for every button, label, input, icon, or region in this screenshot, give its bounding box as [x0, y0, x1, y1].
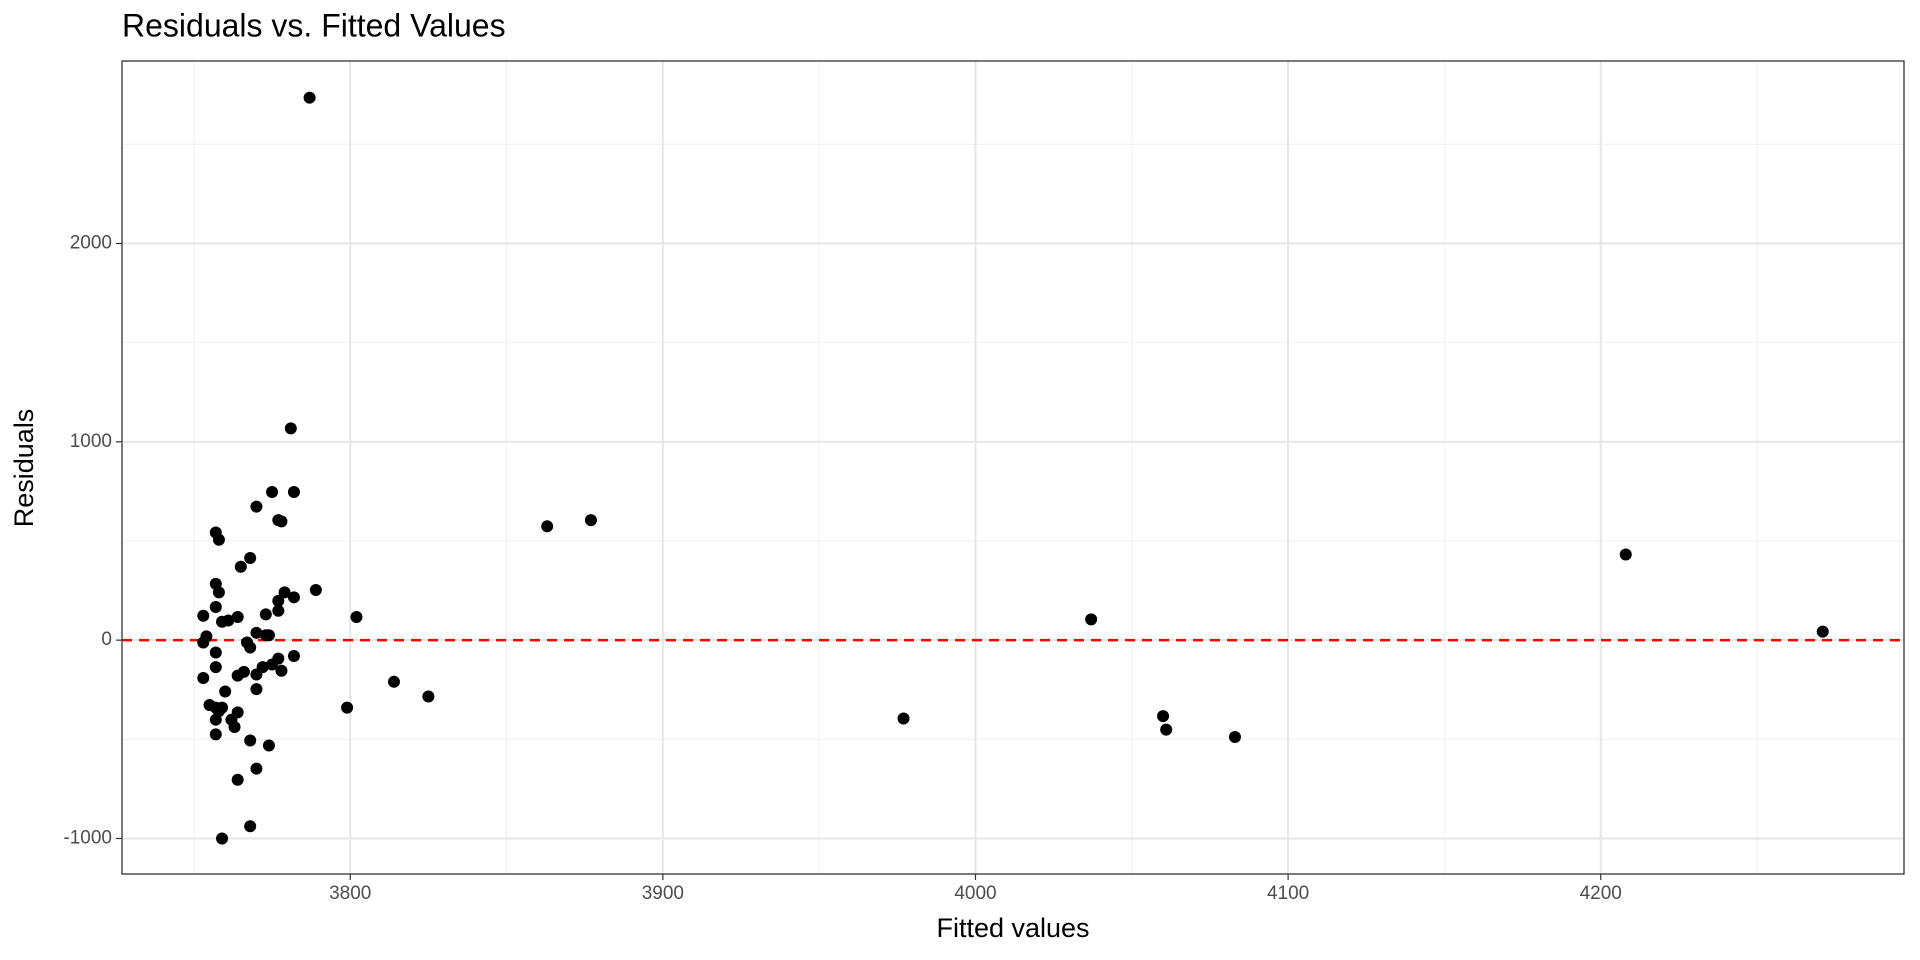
point: [422, 690, 435, 703]
point: [1085, 613, 1098, 626]
y-tick-label: 1000: [70, 431, 112, 452]
point: [541, 520, 554, 533]
point: [287, 485, 300, 498]
point: [341, 701, 354, 714]
point: [1816, 625, 1829, 638]
point: [209, 728, 222, 741]
point: [272, 604, 285, 617]
point: [287, 591, 300, 604]
point: [250, 762, 263, 775]
point: [231, 610, 244, 623]
point: [1619, 548, 1632, 561]
point: [284, 422, 297, 435]
point: [250, 626, 263, 639]
point: [259, 608, 272, 621]
point: [197, 609, 210, 622]
point: [250, 500, 263, 513]
y-tick-label: -1000: [63, 828, 112, 849]
point: [275, 664, 288, 677]
point: [266, 485, 279, 498]
point: [216, 615, 229, 628]
y-tick-label: 0: [101, 629, 112, 650]
point: [244, 734, 257, 747]
point: [231, 669, 244, 682]
point: [350, 610, 363, 623]
point: [309, 583, 322, 596]
point: [272, 594, 285, 607]
x-axis-title: Fitted values: [936, 913, 1089, 943]
point: [303, 91, 316, 104]
x-tick-label: 3900: [642, 883, 684, 904]
point: [1228, 730, 1241, 743]
point: [216, 832, 229, 845]
point: [262, 739, 275, 752]
x-tick-label: 4200: [1580, 883, 1622, 904]
point: [278, 586, 291, 599]
y-axis-title: Residuals: [9, 409, 39, 528]
point: [250, 668, 263, 681]
point: [231, 773, 244, 786]
point: [209, 601, 222, 614]
point: [244, 552, 257, 565]
point: [1160, 723, 1173, 736]
point: [209, 661, 222, 674]
x-tick-label: 4000: [954, 883, 996, 904]
y-tick-label: 2000: [70, 232, 112, 253]
point: [287, 650, 300, 663]
point: [250, 683, 263, 696]
chart-title: Residuals vs. Fitted Values: [122, 7, 506, 43]
point: [234, 560, 247, 573]
point: [219, 685, 232, 698]
point: [212, 586, 225, 599]
point: [197, 672, 210, 685]
point: [244, 820, 257, 833]
point: [244, 641, 257, 654]
point: [209, 713, 222, 726]
point: [897, 712, 910, 725]
point: [266, 658, 279, 671]
point: [212, 533, 225, 546]
point: [262, 629, 275, 642]
x-tick-label: 4100: [1267, 883, 1309, 904]
panel-border: [121, 60, 1905, 875]
point: [275, 515, 288, 528]
point: [197, 636, 210, 649]
point: [387, 675, 400, 688]
point: [584, 514, 597, 527]
point: [209, 646, 222, 659]
point: [228, 721, 241, 734]
x-tick-label: 3800: [329, 883, 371, 904]
point: [1157, 710, 1170, 723]
